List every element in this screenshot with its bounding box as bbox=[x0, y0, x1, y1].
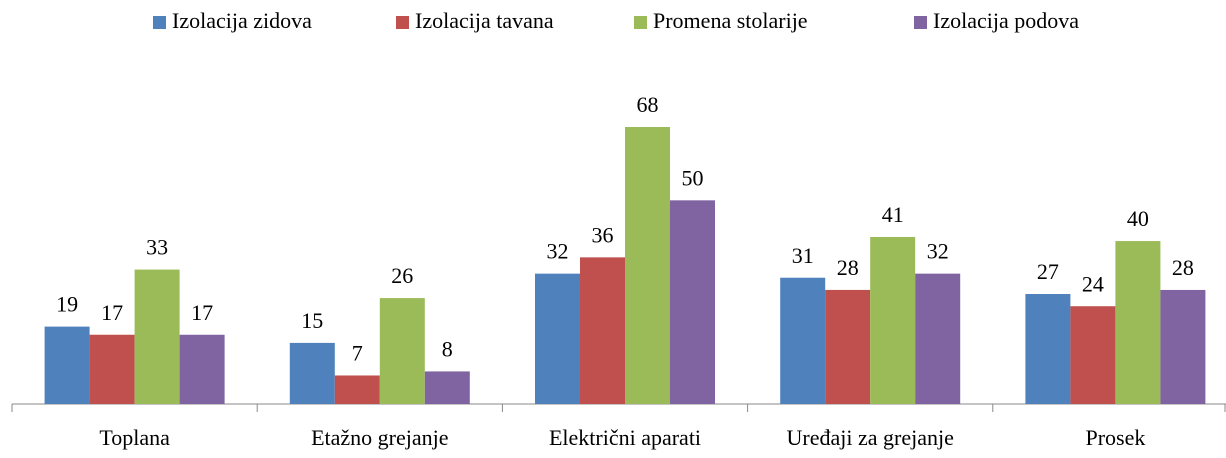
legend-label: Izolacija podova bbox=[933, 8, 1079, 33]
bar bbox=[1115, 241, 1161, 404]
bar bbox=[89, 334, 135, 404]
data-label: 17 bbox=[101, 300, 123, 325]
legend-swatch bbox=[634, 16, 647, 29]
data-label: 15 bbox=[301, 308, 323, 333]
legend-swatch bbox=[914, 16, 927, 29]
bar bbox=[580, 257, 625, 404]
x-tick-label: Električni aparati bbox=[549, 425, 701, 450]
bar bbox=[44, 326, 90, 404]
bar bbox=[334, 375, 380, 404]
x-tick-label: Etažno grejanje bbox=[311, 425, 448, 450]
legend-swatch bbox=[396, 16, 409, 29]
data-label: 26 bbox=[391, 263, 413, 288]
x-tick-label: Prosek bbox=[1085, 425, 1145, 450]
data-label: 32 bbox=[547, 239, 569, 264]
legend-label: Izolacija zidova bbox=[172, 8, 312, 33]
data-label: 36 bbox=[592, 222, 614, 247]
data-label: 31 bbox=[792, 243, 814, 268]
data-label: 32 bbox=[927, 239, 949, 264]
data-label: 7 bbox=[352, 341, 363, 366]
bar bbox=[870, 236, 916, 404]
legend-label: Promena stolarije bbox=[653, 8, 808, 33]
legend-swatch bbox=[153, 16, 166, 29]
bar bbox=[289, 342, 335, 404]
data-label: 41 bbox=[882, 202, 904, 227]
data-label: 40 bbox=[1127, 206, 1149, 231]
x-tick-label: Toplana bbox=[99, 425, 170, 450]
data-label: 28 bbox=[837, 255, 859, 280]
bar bbox=[1025, 294, 1071, 404]
data-label: 68 bbox=[637, 92, 659, 117]
data-label: 50 bbox=[682, 165, 704, 190]
data-label: 27 bbox=[1037, 259, 1059, 284]
data-label: 17 bbox=[191, 300, 213, 325]
bar bbox=[379, 298, 425, 404]
data-label: 19 bbox=[56, 292, 78, 317]
bar bbox=[535, 273, 580, 404]
bar bbox=[1160, 289, 1206, 404]
bar bbox=[134, 269, 180, 404]
legend-label: Izolacija tavana bbox=[415, 8, 554, 33]
bar bbox=[625, 127, 670, 404]
bar bbox=[179, 334, 225, 404]
data-label: 8 bbox=[442, 336, 453, 361]
data-label: 24 bbox=[1082, 271, 1104, 296]
bar bbox=[780, 277, 826, 404]
x-tick-label: Uređaji za grejanje bbox=[787, 425, 954, 450]
data-label: 28 bbox=[1172, 255, 1194, 280]
data-label: 33 bbox=[146, 235, 168, 260]
bar bbox=[825, 289, 871, 404]
bar bbox=[424, 371, 470, 404]
bar bbox=[915, 273, 961, 404]
bar bbox=[670, 200, 715, 404]
bar bbox=[1070, 306, 1116, 404]
